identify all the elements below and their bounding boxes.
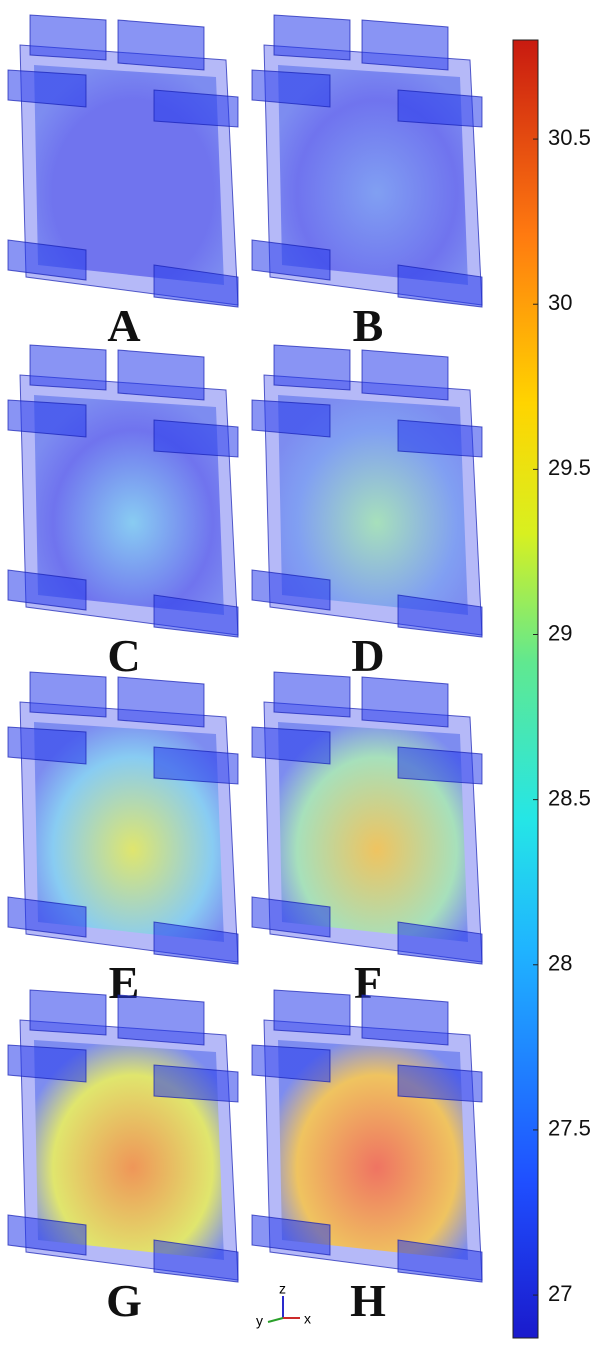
panel-label: D xyxy=(351,630,384,681)
block-tl xyxy=(252,1045,330,1082)
tick-label: 28.5 xyxy=(548,785,591,810)
panel-label: G xyxy=(106,1275,142,1326)
x-label: x xyxy=(304,1311,311,1327)
tick-label: 30 xyxy=(548,290,572,315)
block-tr xyxy=(398,420,482,457)
tick-label: 27 xyxy=(548,1281,572,1306)
panel-label: H xyxy=(350,1275,386,1326)
tab-right xyxy=(362,350,448,400)
y-label: y xyxy=(256,1313,263,1329)
tab-left xyxy=(30,345,106,390)
panel: F xyxy=(252,672,482,1008)
block-tl xyxy=(8,1045,86,1082)
tab-right xyxy=(362,677,448,727)
block-tr xyxy=(398,1065,482,1102)
block-tr xyxy=(154,420,238,457)
colorbar-ticks: 27 27.5 28 28.5 29 29.5 30 30.5 xyxy=(533,125,591,1306)
tab-left xyxy=(274,990,350,1035)
tick-label: 27.5 xyxy=(548,1116,591,1141)
panel: E xyxy=(8,672,238,1008)
panel-label: B xyxy=(353,300,384,351)
panel: D xyxy=(252,345,482,681)
tab-left xyxy=(274,345,350,390)
axis-triad: z y x xyxy=(256,1281,311,1329)
panel-label: A xyxy=(107,300,140,351)
tick-label: 30.5 xyxy=(548,125,591,150)
block-tr xyxy=(154,90,238,127)
block-tl xyxy=(252,400,330,437)
panel: H xyxy=(252,990,482,1326)
tab-right xyxy=(362,20,448,70)
block-tr xyxy=(154,1065,238,1102)
panel: G xyxy=(8,990,238,1326)
panel: A xyxy=(8,15,238,351)
panel-label: C xyxy=(107,630,140,681)
figure: A B C D EF G H 27 27.5 28 28.5 29 29.5 30 30.5 z y x xyxy=(0,0,601,1353)
block-tl xyxy=(8,70,86,107)
z-label: z xyxy=(279,1281,286,1297)
tab-left xyxy=(30,990,106,1035)
block-tl xyxy=(8,727,86,764)
block-tl xyxy=(252,727,330,764)
tick-label: 29 xyxy=(548,620,572,645)
tick-label: 29.5 xyxy=(548,455,591,480)
block-tr xyxy=(398,747,482,784)
colorbar xyxy=(513,40,538,1338)
tab-right xyxy=(118,677,204,727)
tab-left xyxy=(274,672,350,717)
tab-right xyxy=(118,995,204,1045)
block-tl xyxy=(8,400,86,437)
tick-label: 28 xyxy=(548,951,572,976)
tab-right xyxy=(118,20,204,70)
tab-right xyxy=(362,995,448,1045)
tab-left xyxy=(274,15,350,60)
panel: C xyxy=(8,345,238,681)
tab-left xyxy=(30,672,106,717)
panel: B xyxy=(252,15,482,351)
tab-left xyxy=(30,15,106,60)
block-tl xyxy=(252,70,330,107)
block-tr xyxy=(398,90,482,127)
y-axis xyxy=(268,1318,283,1322)
block-tr xyxy=(154,747,238,784)
tab-right xyxy=(118,350,204,400)
